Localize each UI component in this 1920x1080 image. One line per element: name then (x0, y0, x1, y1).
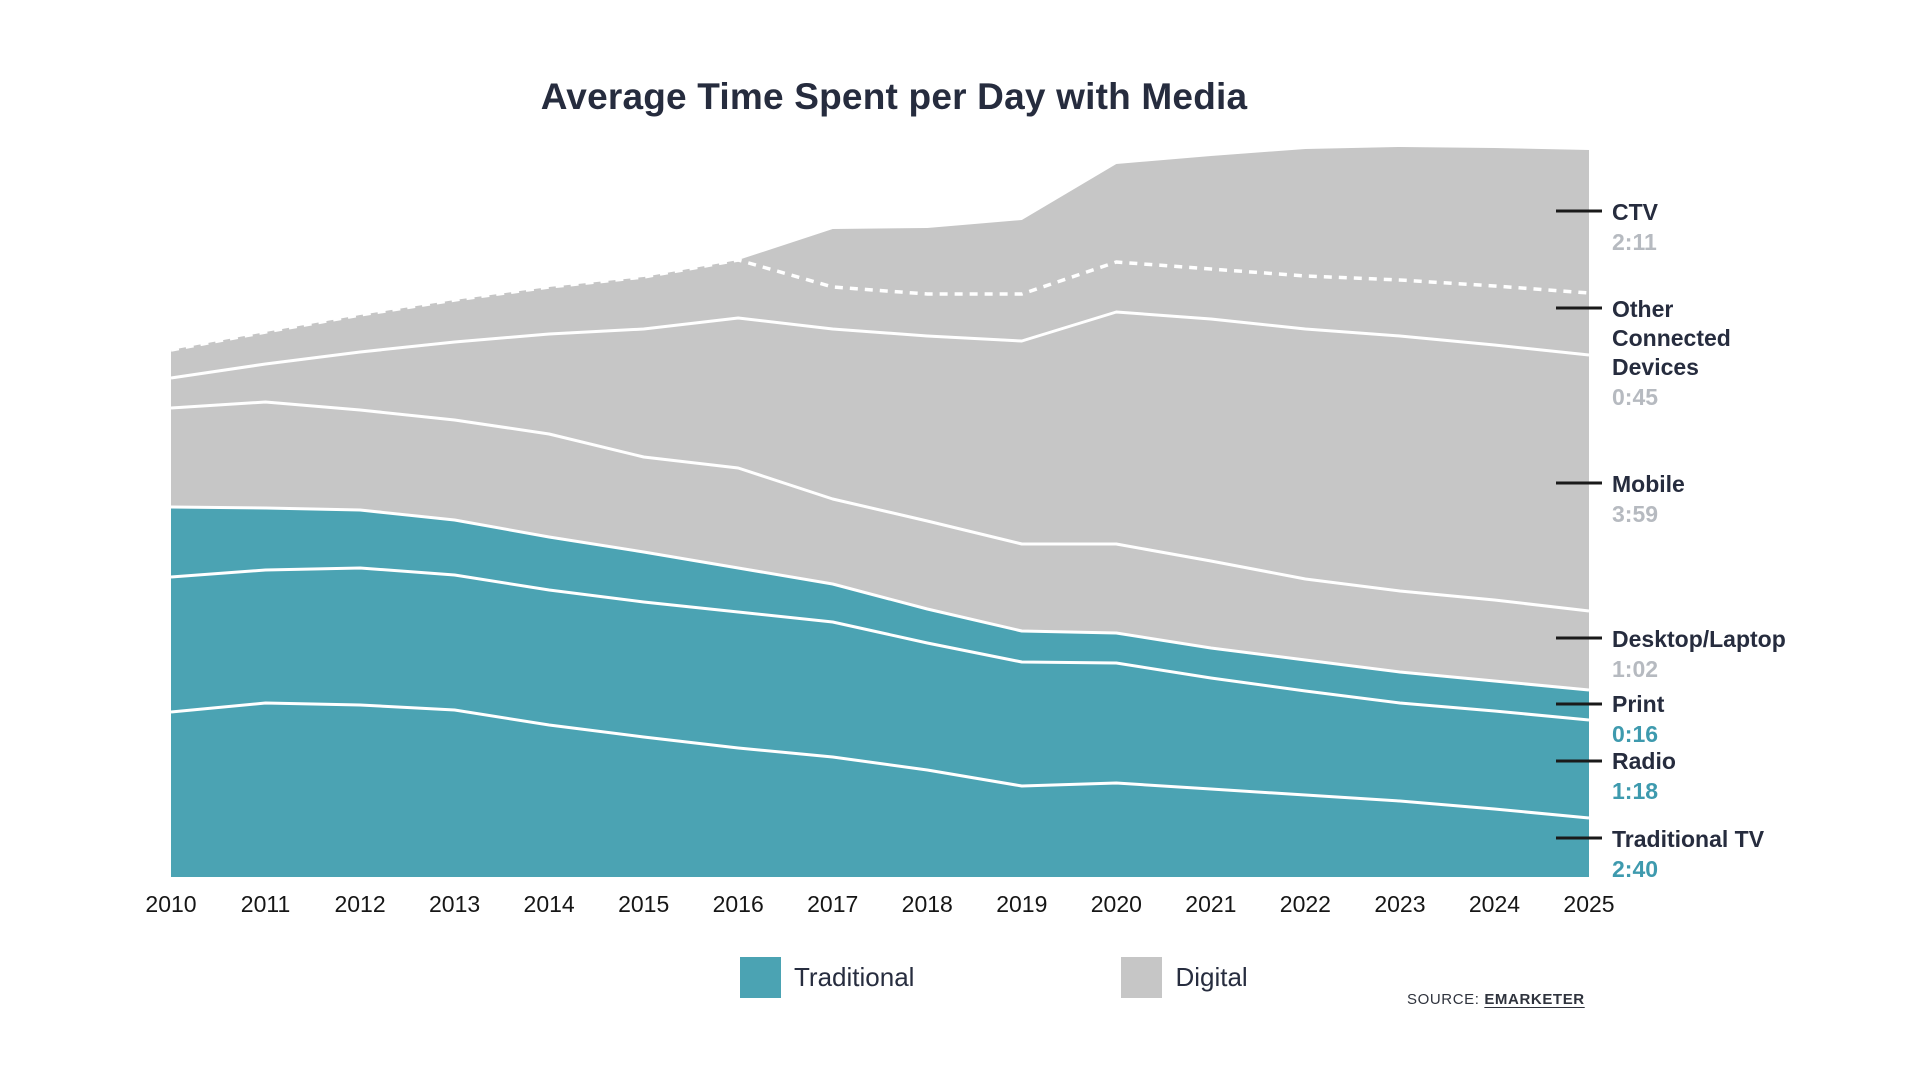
legend-traditional-label: Traditional (794, 962, 915, 992)
boundary-desktop-mobile (170, 400, 1590, 613)
callout-traditional-tv-value: 2:40 (1612, 856, 1659, 882)
callout-radio-value: 1:18 (1612, 778, 1659, 804)
year-label-2016: 2016 (712, 891, 764, 917)
area-digital (171, 147, 1589, 690)
source-note: SOURCE: EMARKETER (1407, 991, 1585, 1008)
callout-ctv-value: 2:11 (1612, 229, 1657, 255)
year-label-2025: 2025 (1563, 891, 1615, 917)
year-label-2017: 2017 (807, 891, 859, 917)
year-label-2022: 2022 (1279, 891, 1331, 917)
boundary-traditional-tv-radio (170, 701, 1590, 820)
legend: Traditional Digital (740, 957, 1248, 998)
area-traditional (171, 507, 1589, 877)
legend-digital-swatch (1121, 957, 1163, 998)
year-label-2012: 2012 (334, 891, 386, 917)
callout-radio: Radio 1:18 (1612, 747, 1762, 806)
callout-print-label: Print (1612, 691, 1665, 717)
callout-desktop-laptop-value: 1:02 (1612, 656, 1659, 682)
callout-mobile-label: Mobile (1612, 471, 1685, 497)
year-label-2021: 2021 (1185, 891, 1237, 917)
year-label-2010: 2010 (145, 891, 197, 917)
dotted-ctv-boundary (170, 258, 1590, 352)
year-label-2019: 2019 (996, 891, 1048, 917)
year-label-2011: 2011 (240, 891, 291, 917)
source-prefix: SOURCE: (1407, 991, 1480, 1008)
callout-mobile: Mobile 3:59 (1612, 470, 1762, 529)
x-axis: 2010 2011 2012 2013 2014 2015 2016 2017 2018 2019… (0, 891, 1920, 921)
source-link[interactable]: EMARKETER (1484, 991, 1585, 1008)
callout-other-connected-devices-value: 0:45 (1612, 384, 1659, 410)
callout-mobile-value: 3:59 (1612, 501, 1659, 527)
year-label-2020: 2020 (1090, 891, 1142, 917)
boundary-print-desktop (170, 505, 1590, 692)
year-label-2013: 2013 (429, 891, 481, 917)
callout-other-connected-devices-label: Other Connected Devices (1612, 296, 1731, 380)
boundary-mobile-other-connected (170, 310, 1590, 380)
callout-desktop-laptop-label: Desktop/Laptop (1612, 626, 1786, 652)
chart-title: Average Time Spent per Day with Media (540, 76, 1248, 117)
legend-digital-label: Digital (1175, 962, 1248, 992)
year-label-2015: 2015 (618, 891, 670, 917)
year-label-2018: 2018 (901, 891, 953, 917)
callout-print-value: 0:16 (1612, 721, 1659, 747)
callout-radio-label: Radio (1612, 748, 1676, 774)
callout-ctv-label: CTV (1612, 199, 1658, 225)
year-label-2014: 2014 (523, 891, 575, 917)
legend-traditional-swatch (740, 957, 781, 998)
year-label-2023: 2023 (1374, 891, 1426, 917)
callout-other-connected-devices: Other Connected Devices 0:45 (1612, 295, 1744, 412)
callout-ctv: CTV 2:11 (1612, 198, 1762, 257)
callout-print: Print 0:16 (1612, 690, 1762, 749)
callout-desktop-laptop: Desktop/Laptop 1:02 (1612, 625, 1802, 684)
callout-traditional-tv-label: Traditional TV (1612, 826, 1765, 852)
year-label-2024: 2024 (1468, 891, 1521, 917)
boundary-radio-print (170, 566, 1590, 722)
callout-traditional-tv: Traditional TV 2:40 (1612, 825, 1812, 884)
